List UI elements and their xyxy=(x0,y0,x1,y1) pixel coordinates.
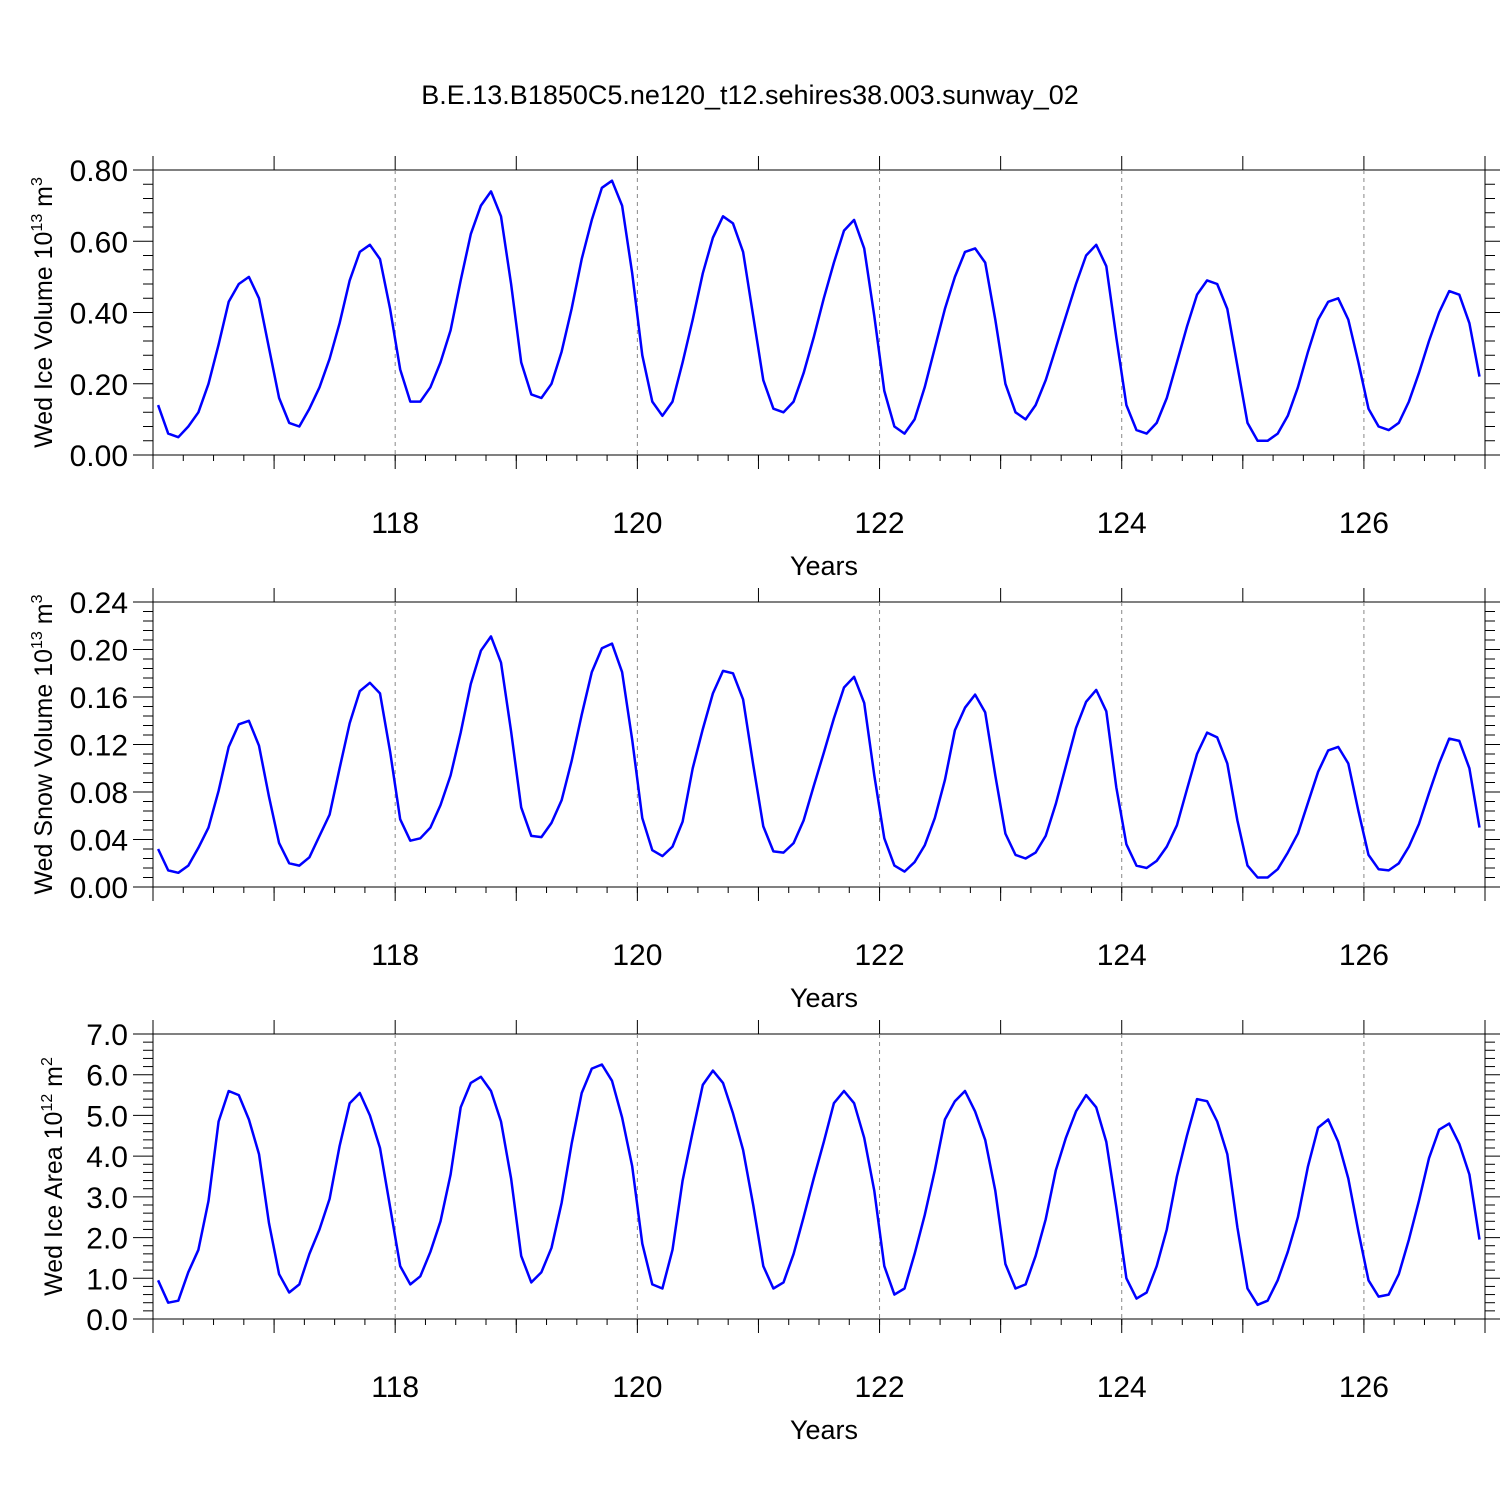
x-tick-label: 124 xyxy=(1097,939,1147,972)
y-tick-label: 3.0 xyxy=(86,1182,128,1215)
x-tick-label: 120 xyxy=(612,939,662,972)
y-tick-label: 0.12 xyxy=(70,730,128,763)
x-tick-label: 126 xyxy=(1339,1371,1389,1404)
x-tick-label: 118 xyxy=(371,507,419,540)
x-axis-label: Years xyxy=(790,551,858,581)
x-tick-label: 118 xyxy=(371,1371,419,1404)
y-tick-label: 0.04 xyxy=(70,825,128,858)
x-tick-label: 122 xyxy=(855,939,905,972)
panel-snow-volume: 118 120 122 124 126 Years 0.00 0.04 0.08 0.12 0.16… xyxy=(29,587,1500,1013)
x-axis-label: Years xyxy=(790,1415,858,1445)
y-tick-label: 0.24 xyxy=(70,587,128,620)
series-line xyxy=(156,1063,1481,1307)
y-tick-label: 0.0 xyxy=(86,1304,128,1337)
y-tick-label: 0.00 xyxy=(70,872,128,905)
x-tick-label: 120 xyxy=(612,507,662,540)
y-tick-label: 4.0 xyxy=(86,1141,128,1174)
y-tick-label: 5.0 xyxy=(86,1100,128,1133)
y-tick-label: 1.0 xyxy=(86,1263,128,1296)
x-axis-label: Years xyxy=(790,983,858,1013)
chart-title: B.E.13.B1850C5.ne120_t12.sehires38.003.s… xyxy=(421,80,1079,110)
x-tick-label: 124 xyxy=(1097,1371,1147,1404)
y-axis-label: Wed Ice Volume 1013 m3 xyxy=(29,177,58,448)
x-tick-label: 126 xyxy=(1339,507,1389,540)
x-tick-label: 120 xyxy=(612,1371,662,1404)
y-tick-label: 0.00 xyxy=(70,440,128,473)
series-line xyxy=(156,635,1481,879)
x-tick-label: 126 xyxy=(1339,939,1389,972)
y-axis-label: Wed Ice Area 1012 m2 xyxy=(39,1057,68,1296)
x-tick-label: 124 xyxy=(1097,507,1147,540)
x-tick-label: 122 xyxy=(855,507,905,540)
y-tick-label: 2.0 xyxy=(86,1223,128,1256)
panel-ice-volume: 118 120 122 124 126 Years 0.00 0.20 0.40 0.60 0.80… xyxy=(29,155,1500,581)
y-tick-label: 6.0 xyxy=(86,1060,128,1093)
y-tick-label: 0.60 xyxy=(70,226,128,259)
y-axis-label: Wed Snow Volume 1013 m3 xyxy=(29,594,58,894)
plot-frame xyxy=(152,1033,1486,1320)
series-line xyxy=(156,179,1481,443)
y-tick-label: 0.80 xyxy=(70,155,128,188)
panel-ice-area: 118 120 122 124 126 Years 0.0 1.0 2.0 3.0 4.0 5.0 6.… xyxy=(39,1019,1500,1445)
y-tick-label: 0.08 xyxy=(70,777,128,810)
y-tick-label: 0.20 xyxy=(70,369,128,402)
y-tick-label: 0.40 xyxy=(70,298,128,331)
plot-frame xyxy=(152,601,1486,888)
y-tick-label: 0.16 xyxy=(70,682,128,715)
y-tick-label: 0.20 xyxy=(70,635,128,668)
x-tick-label: 122 xyxy=(855,1371,905,1404)
x-tick-label: 118 xyxy=(371,939,419,972)
y-tick-label: 7.0 xyxy=(86,1019,128,1052)
